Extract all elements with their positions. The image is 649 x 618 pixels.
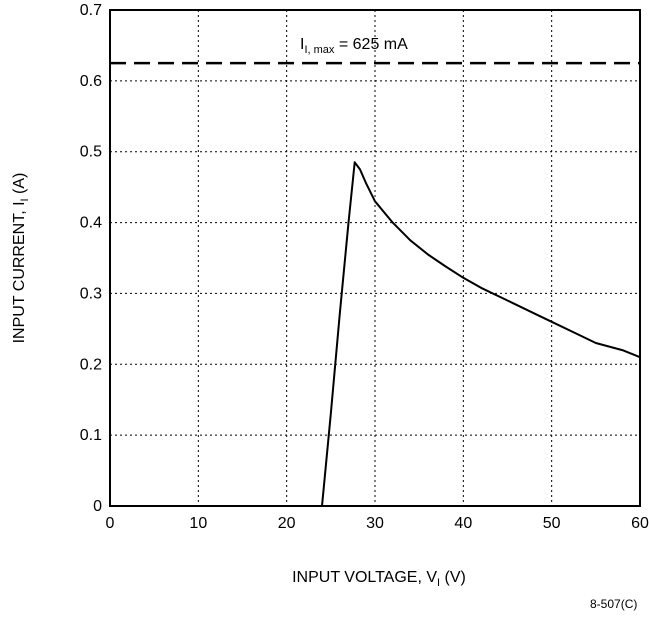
plot-frame [109,9,641,507]
y-tick-labels: 0 0.1 0.2 0.3 0.4 0.5 0.6 0.7 [80,2,102,515]
x-tick-label: 10 [189,515,207,532]
y-tick-label: 0.1 [80,427,102,444]
x-tick-label: 40 [454,515,472,532]
figure-id: 8-507(C) [590,597,638,611]
x-tick-label: 60 [631,515,649,532]
grid-lines [110,10,640,506]
x-tick-label: 50 [543,515,561,532]
x-axis-label: INPUT VOLTAGE, VI (V) [292,569,466,589]
y-tick-label: 0.5 [80,144,102,161]
y-axis-label: INPUT CURRENT, II (A) [11,173,31,344]
y-tick-label: 0.2 [80,356,102,373]
x-tick-labels: 0 10 20 30 40 50 60 [106,515,649,532]
x-tick-label: 30 [366,515,384,532]
reference-line-label: II, max = 625 mA [300,36,408,56]
x-tick-label: 20 [278,515,296,532]
y-tick-label: 0.3 [80,285,102,302]
y-tick-label: 0.4 [80,215,102,232]
x-tick-label: 0 [106,515,115,532]
y-tick-label: 0.7 [80,2,102,19]
y-tick-label: 0 [93,498,102,515]
series-line [321,161,641,507]
series-group [321,161,641,507]
y-tick-label: 0.6 [80,73,102,90]
